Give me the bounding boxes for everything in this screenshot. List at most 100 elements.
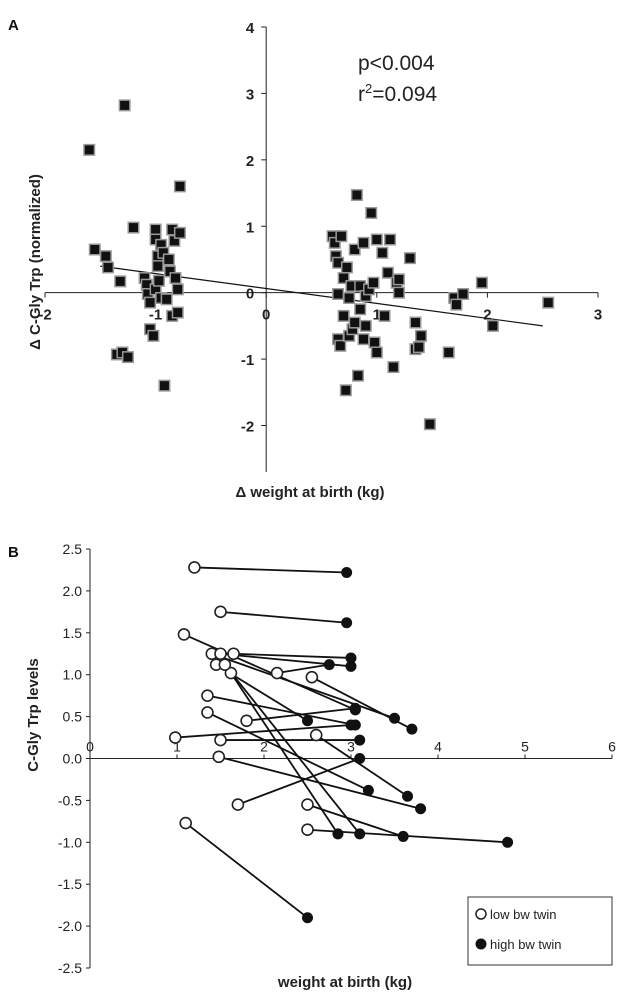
panel-b-low-bw-point [214, 647, 227, 661]
panel-b-low-bw-point [227, 647, 240, 661]
panel-b-low-bw-point [231, 798, 245, 811]
panel-b-high-bw-point [362, 784, 374, 796]
panel-b-pair-line [237, 757, 361, 806]
panel-label-b: B [8, 544, 19, 561]
panel-a-point [330, 238, 340, 248]
panel-a-point [151, 284, 161, 294]
panel-a-point [171, 273, 181, 283]
panel-b-pair-line [194, 566, 347, 574]
panel-b-high-bw-point [402, 790, 414, 802]
panel-a-point [405, 253, 415, 263]
panel-b-low-bw-point [188, 561, 201, 574]
panel-a-point [449, 293, 459, 303]
panel-b-pair-line [246, 707, 356, 722]
panel-a-point [364, 284, 374, 294]
panel-a-y-tick-label: 0 [246, 286, 254, 303]
panel-b-high-bw-point [354, 828, 366, 840]
panel-b-x-tick-label: 2 [260, 739, 268, 755]
panel-a-point [331, 251, 341, 261]
panel-a-point [145, 324, 155, 334]
panel-a-point [388, 362, 398, 372]
panel-a-point [103, 262, 113, 272]
panel-b-pair-line [230, 672, 339, 835]
panel-b-low-bw-point [212, 750, 226, 764]
r-squared-annotation: r2=0.094 [358, 81, 437, 106]
panel-a-point [153, 261, 163, 271]
panel-b-high-bw-point [415, 803, 427, 815]
panel-a-point [341, 385, 351, 395]
r-squared-value: 0.094 [385, 83, 438, 106]
panel-b-low-bw-point [201, 706, 214, 719]
panel-b-high-bw-point [345, 719, 357, 731]
panel-a-x-tick-label: 1 [373, 307, 381, 324]
panel-b-y-tick-label: -2.0 [58, 918, 82, 934]
panel-a-y-tick-label: -1 [241, 352, 254, 369]
panel-a-point [380, 311, 390, 321]
panel-b-x-tick-label: 5 [521, 739, 529, 755]
panel-b-high-bw-point [406, 723, 418, 735]
panel-a-point [175, 181, 185, 191]
panel-a-point [342, 262, 352, 272]
panel-b-y-tick-label: 0.0 [63, 751, 83, 767]
p-value-annotation: p<0.004 [358, 52, 435, 75]
panel-a-y-tick-label: 1 [246, 219, 254, 236]
panel-a-point [173, 284, 183, 294]
panel-label-a: A [8, 17, 19, 34]
panel-a-point [128, 223, 138, 233]
panel-b-pair-line [233, 652, 352, 659]
panel-a-y-tick-label: 4 [246, 20, 255, 37]
panel-a-y-axis-label: Δ C-Gly Trp (normalized) [27, 174, 44, 350]
legend-marker-low-bw [475, 908, 487, 920]
panel-a-axes [44, 26, 599, 472]
panel-a-points [83, 99, 555, 431]
panel-b-y-tick-label: -2.5 [58, 960, 82, 976]
panel-a-point [394, 288, 404, 298]
panel-b-low-bw-point [179, 816, 192, 830]
panel-b-high-bw-point [502, 836, 514, 848]
panel-a-point [458, 289, 468, 299]
legend-label-low-bw: low bw twin [490, 907, 556, 922]
panel-a-point [344, 331, 354, 341]
panel-a-y-tick-label: -2 [241, 419, 254, 436]
panel-a-point [140, 273, 150, 283]
panel-b-low-bw-point [224, 666, 238, 680]
panel-a-point [159, 381, 169, 391]
panel-b-scatter: B 2.5 2.0 1.5 1.0 0.5 0.0 -0.5 -1.0 -1.5 -2.0 -2.5… [8, 541, 616, 991]
panel-b-high-bw-point [323, 659, 335, 671]
panel-b-pair-line [307, 803, 404, 838]
panel-a-x-axis-label: Δ weight at birth (kg) [235, 484, 384, 501]
panel-b-low-bw-point [305, 670, 319, 684]
panel-a-point [359, 334, 369, 344]
panel-b-low-bw-point [301, 798, 314, 811]
panel-a-point [414, 342, 424, 352]
panel-b-y-tick-label: 2.0 [63, 583, 83, 599]
panel-a-point [151, 225, 161, 235]
panel-b-pair-line [220, 610, 347, 624]
panel-a-point [148, 331, 158, 341]
panel-a-point [444, 347, 454, 357]
panel-a-point [333, 258, 343, 268]
panel-b-high-bw-point [341, 617, 353, 629]
panel-a-x-tick-label: 3 [594, 307, 602, 324]
panel-b-low-bw-point [240, 714, 253, 728]
panel-b-pair-line [315, 734, 409, 797]
panel-a-point [156, 240, 166, 250]
legend-box [467, 896, 613, 966]
legend-label-high-bw: high bw twin [490, 937, 562, 952]
r-squared-prefix: r [358, 83, 365, 106]
panel-b-low-bw-point [214, 605, 227, 619]
panel-b-high-bw-point [302, 715, 313, 727]
panel-b-high-bw-point [354, 734, 366, 746]
panel-b-low-bw-point [309, 728, 323, 742]
panel-a-point [143, 289, 153, 299]
panel-b-pair-line [211, 652, 395, 720]
panel-b-pair-line [224, 664, 361, 835]
panel-a-point [355, 281, 365, 291]
panel-a-point [477, 278, 487, 288]
panel-b-x-tick-label: 3 [347, 739, 355, 755]
panel-b-pair-line [276, 663, 330, 674]
panel-a-point [350, 245, 360, 254]
panel-a-point [352, 190, 362, 200]
panel-a-y-tick-label: 3 [246, 86, 254, 103]
